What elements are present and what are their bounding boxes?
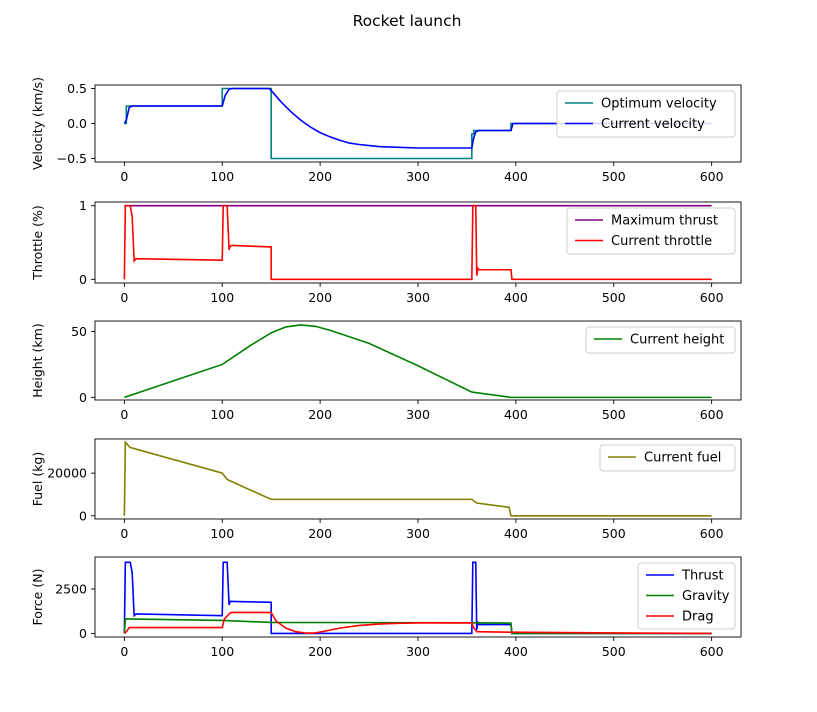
y-tick-label: 0.5 — [67, 81, 87, 96]
x-tick-label: 0 — [120, 407, 128, 422]
x-tick-label: 200 — [308, 407, 332, 422]
y-tick-label: −0.5 — [57, 151, 87, 166]
legend-entry: Maximum thrust — [611, 214, 718, 229]
x-tick-label: 300 — [406, 407, 430, 422]
x-tick-label: 500 — [602, 290, 626, 305]
series-line-1-2 — [123, 87, 712, 149]
x-tick-label: 300 — [406, 169, 430, 184]
legend-entry: Gravity — [682, 589, 730, 604]
x-tick-label: 500 — [602, 644, 626, 659]
legend: Current fuel — [599, 444, 736, 472]
series-line-3-1 — [124, 324, 712, 399]
y-tick-label: 50 — [71, 324, 87, 339]
chart-panel-2: 0 100 200 300 400 500 600 1 0 Throttle (%) Maximum… — [30, 198, 742, 305]
x-tick-label: 200 — [308, 169, 332, 184]
y-tick-label: 0 — [79, 626, 87, 641]
y-tick-label: 2500 — [55, 582, 87, 597]
x-tick-label: 600 — [700, 169, 724, 184]
legend: Optimum velocity Current velocity — [556, 90, 736, 138]
x-tick-label: 100 — [210, 290, 234, 305]
x-tick-label: 600 — [700, 644, 724, 659]
x-tick-label: 200 — [308, 290, 332, 305]
x-tick-label: 600 — [700, 526, 724, 541]
legend-entry: Current velocity — [601, 117, 705, 132]
y-tick-label: 0.0 — [67, 116, 87, 131]
x-tick-label: 500 — [602, 526, 626, 541]
legend-entry: Drag — [682, 610, 714, 625]
y-axis-label: Height (km) — [30, 323, 45, 397]
series-line-4-1 — [123, 440, 712, 517]
legend-box — [556, 90, 736, 138]
legend-box — [599, 444, 736, 472]
y-axis-label: Throttle (%) — [30, 205, 45, 281]
legend-entry: Current throttle — [611, 234, 712, 249]
x-tick-label: 0 — [120, 290, 128, 305]
x-tick-label: 100 — [210, 169, 234, 184]
legend-box — [585, 326, 736, 354]
legend-entry: Current fuel — [644, 451, 721, 466]
legend: Maximum thrust Current throttle — [566, 207, 736, 255]
series-line-5-3 — [123, 611, 712, 635]
legend-entry: Optimum velocity — [601, 97, 717, 112]
x-tick-label: 200 — [308, 644, 332, 659]
y-axis-label: Velocity (km/s) — [30, 77, 45, 170]
figure-title: Rocket launch — [353, 12, 462, 30]
x-tick-label: 300 — [406, 644, 430, 659]
x-tick-label: 400 — [504, 644, 528, 659]
x-tick-label: 100 — [210, 644, 234, 659]
x-tick-label: 200 — [308, 526, 332, 541]
chart-panel-4: 0 100 200 300 400 500 600 20000 0 Fuel (kg) Curren… — [30, 438, 742, 541]
x-tick-label: 0 — [120, 526, 128, 541]
x-tick-label: 400 — [504, 290, 528, 305]
x-tick-label: 0 — [120, 169, 128, 184]
y-tick-label: 0 — [79, 390, 87, 405]
legend-entry: Thrust — [681, 569, 724, 584]
x-tick-label: 100 — [210, 526, 234, 541]
x-tick-label: 400 — [504, 526, 528, 541]
x-tick-label: 100 — [210, 407, 234, 422]
series-line-2-2 — [123, 204, 712, 281]
y-tick-label: 0 — [79, 272, 87, 287]
x-tick-label: 500 — [602, 407, 626, 422]
legend-box — [566, 207, 736, 255]
x-tick-label: 500 — [602, 169, 626, 184]
x-tick-label: 600 — [700, 407, 724, 422]
legend-entry: Current height — [630, 333, 724, 348]
y-axis-label: Force (N) — [30, 569, 45, 626]
x-tick-label: 300 — [406, 290, 430, 305]
legend: Current height — [585, 326, 736, 354]
y-axis-label: Fuel (kg) — [30, 452, 45, 507]
legend-box — [637, 562, 736, 630]
y-tick-label: 1 — [79, 198, 87, 213]
x-tick-label: 400 — [504, 407, 528, 422]
chart-panel-1: 0 100 200 300 400 500 600 0.5 0.0 −0.5 Velocity (k… — [30, 77, 742, 184]
x-tick-label: 400 — [504, 169, 528, 184]
x-tick-label: 300 — [406, 526, 430, 541]
chart-panel-5: 0 100 200 300 400 500 600 2500 0 Force (N) Thrust G… — [30, 556, 742, 659]
y-tick-label: 0 — [79, 508, 87, 523]
y-tick-label: 20000 — [47, 466, 87, 481]
x-tick-label: 600 — [700, 290, 724, 305]
legend: Thrust Gravity Drag — [637, 562, 736, 630]
x-tick-label: 0 — [120, 644, 128, 659]
